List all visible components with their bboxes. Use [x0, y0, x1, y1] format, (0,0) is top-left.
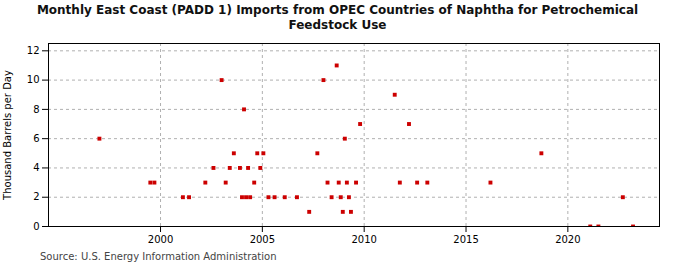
- svg-text:6: 6: [33, 133, 39, 144]
- svg-text:Thousand Barrels per Day: Thousand Barrels per Day: [2, 70, 13, 201]
- svg-text:10: 10: [27, 74, 40, 85]
- svg-text:2005: 2005: [250, 234, 275, 245]
- html-text:Source: U.S. Energy Informatio: Source: U.S. Energy Information Administ…: [40, 251, 277, 262]
- svg-text:2000: 2000: [148, 234, 173, 245]
- svg-text:2020: 2020: [555, 234, 580, 245]
- html-text:Monthly East Coast (PADD 1) Im: Monthly East Coast (PADD 1) Imports from…: [36, 3, 639, 32]
- svg-text:12: 12: [27, 45, 40, 56]
- svg-text:2010: 2010: [351, 234, 376, 245]
- svg-text:8: 8: [33, 104, 39, 115]
- svg-text:4: 4: [33, 162, 39, 173]
- svg-text:0: 0: [33, 221, 39, 232]
- svg-text:2015: 2015: [453, 234, 478, 245]
- svg-text:2: 2: [33, 191, 39, 202]
